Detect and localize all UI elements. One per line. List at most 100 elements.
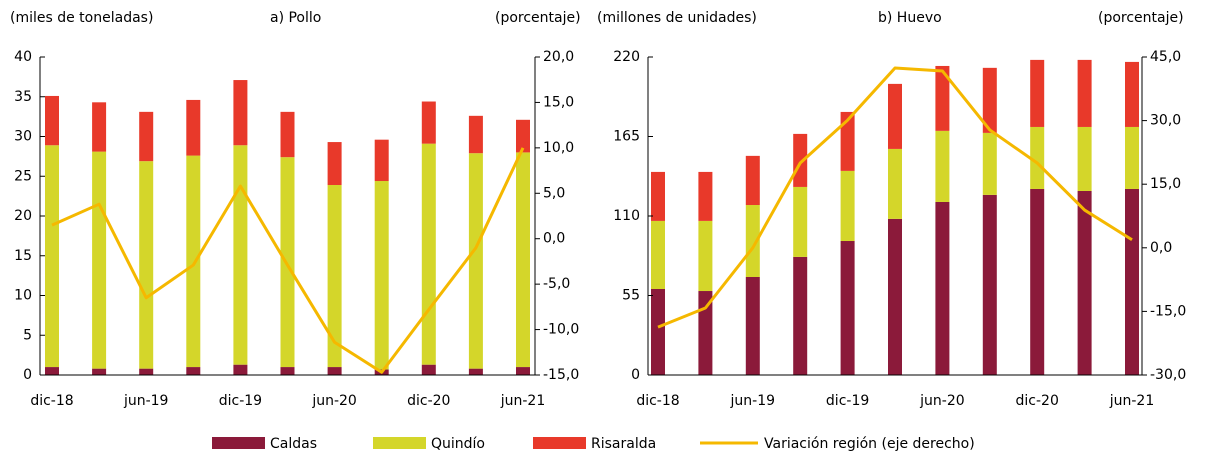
x-tick-label: jun-20 bbox=[311, 393, 357, 409]
bar bbox=[139, 368, 154, 375]
y-tick-label: 20 bbox=[14, 208, 32, 224]
bar bbox=[1077, 59, 1092, 127]
x-tick-label: dic-19 bbox=[219, 393, 262, 409]
x-tick-label: jun-19 bbox=[123, 393, 169, 409]
bar bbox=[421, 143, 436, 365]
bar bbox=[698, 171, 713, 221]
bar bbox=[139, 111, 154, 162]
bar bbox=[651, 288, 665, 375]
bar bbox=[935, 130, 950, 202]
y-tick-label: 55 bbox=[622, 288, 640, 304]
bar bbox=[651, 220, 665, 289]
x-tick-label: jun-21 bbox=[1109, 393, 1155, 409]
bar bbox=[92, 102, 107, 152]
y-tick-label: 10 bbox=[14, 288, 32, 304]
bar bbox=[280, 157, 295, 368]
x-tick-label: dic-19 bbox=[826, 393, 869, 409]
y-tick-label: 40 bbox=[14, 49, 32, 65]
y-tick-label: 220 bbox=[613, 49, 640, 65]
bar bbox=[982, 132, 997, 195]
y-tick-label: 5 bbox=[23, 327, 32, 343]
y-tick-label: 110 bbox=[613, 208, 640, 224]
y2-tick-label: 45,0 bbox=[1150, 49, 1181, 65]
bar bbox=[468, 115, 483, 154]
x-tick-label: dic-18 bbox=[30, 393, 73, 409]
y2-tick-label: 15,0 bbox=[543, 94, 574, 110]
y2-tick-label: 5,0 bbox=[543, 185, 565, 201]
bar bbox=[888, 218, 902, 375]
bar bbox=[1030, 59, 1045, 127]
chart-title: b) Huevo bbox=[878, 10, 942, 26]
bar bbox=[327, 142, 342, 185]
y-axis-label: (millones de unidades) bbox=[597, 10, 757, 26]
bar bbox=[745, 205, 760, 277]
bar bbox=[468, 153, 483, 369]
legend-label: Variación región (eje derecho) bbox=[764, 436, 975, 452]
bar bbox=[888, 83, 902, 149]
bar bbox=[982, 67, 997, 133]
bar bbox=[745, 276, 760, 375]
bar bbox=[92, 368, 107, 375]
y2-axis-label: (porcentaje) bbox=[1098, 10, 1184, 26]
x-tick-label: dic-20 bbox=[407, 393, 450, 409]
bar bbox=[45, 145, 59, 368]
x-tick-label: jun-19 bbox=[730, 393, 776, 409]
bar bbox=[793, 186, 808, 257]
y-tick-label: 0 bbox=[23, 367, 32, 383]
y2-tick-label: 15,0 bbox=[1150, 176, 1181, 192]
y-tick-label: 30 bbox=[14, 129, 32, 145]
legend-label: Caldas bbox=[270, 436, 317, 452]
bar bbox=[935, 65, 950, 131]
bar bbox=[1030, 188, 1045, 375]
y2-tick-label: 10,0 bbox=[543, 140, 574, 156]
bar bbox=[374, 181, 389, 370]
y2-tick-label: 20,0 bbox=[543, 49, 574, 65]
legend-swatch bbox=[212, 437, 265, 449]
bar bbox=[840, 241, 855, 375]
y-tick-label: 15 bbox=[14, 248, 32, 264]
y2-tick-label: -5,0 bbox=[543, 276, 570, 292]
bar bbox=[139, 161, 154, 369]
bar bbox=[1077, 190, 1092, 375]
x-tick-label: dic-18 bbox=[636, 393, 679, 409]
bar bbox=[651, 171, 665, 221]
bar bbox=[1125, 188, 1139, 375]
y-axis-label: (miles de toneladas) bbox=[10, 10, 153, 26]
x-tick-label: jun-20 bbox=[919, 393, 965, 409]
bar bbox=[233, 80, 248, 146]
bar bbox=[793, 256, 808, 375]
chart-title: a) Pollo bbox=[270, 10, 321, 26]
bar bbox=[1125, 61, 1139, 127]
bar bbox=[1030, 126, 1045, 189]
legend-swatch bbox=[373, 437, 426, 449]
x-tick-label: jun-21 bbox=[500, 393, 546, 409]
y-tick-label: 165 bbox=[613, 129, 640, 145]
y-tick-label: 0 bbox=[631, 367, 640, 383]
line bbox=[51, 147, 525, 374]
bar bbox=[186, 99, 201, 156]
legend-swatch bbox=[533, 437, 586, 449]
bar bbox=[45, 367, 59, 375]
y2-tick-label: -10,0 bbox=[543, 322, 579, 338]
y-tick-label: 35 bbox=[14, 89, 32, 105]
y2-tick-label: 0,0 bbox=[1150, 240, 1172, 256]
bar bbox=[421, 364, 436, 375]
y-tick-label: 25 bbox=[14, 168, 32, 184]
x-tick-label: dic-20 bbox=[1016, 393, 1059, 409]
bar bbox=[186, 367, 201, 375]
bar bbox=[327, 367, 342, 375]
y2-tick-label: -15,0 bbox=[1150, 303, 1186, 319]
bar bbox=[233, 145, 248, 365]
bar bbox=[327, 184, 342, 368]
bar bbox=[280, 367, 295, 375]
line bbox=[657, 66, 1133, 329]
bar bbox=[793, 133, 808, 187]
bar bbox=[516, 119, 530, 153]
bar bbox=[698, 291, 713, 375]
bar bbox=[421, 101, 436, 144]
y2-tick-label: 0,0 bbox=[543, 231, 565, 247]
bar bbox=[280, 111, 295, 158]
bar bbox=[92, 151, 107, 369]
bar bbox=[840, 170, 855, 242]
